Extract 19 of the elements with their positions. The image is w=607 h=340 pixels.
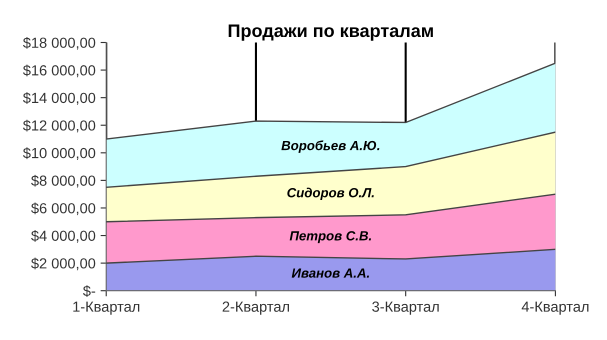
- y-tick-label: $-: [83, 285, 96, 297]
- series-label: Петров С.В.: [290, 231, 372, 244]
- series-label: Иванов А.А.: [292, 268, 370, 278]
- series-label: Сидоров О.Л.: [287, 188, 374, 200]
- y-tick-label: $2 000,00: [31, 258, 96, 270]
- x-tick-label: 1-Квартал: [73, 302, 140, 315]
- y-tick-label: $6 000,00: [31, 202, 96, 216]
- y-tick-label: $10 000,00: [22, 147, 96, 160]
- x-tick-label: 2-Квартал: [222, 302, 289, 315]
- y-tick-label: $18 000,00: [22, 36, 96, 50]
- series-label: Воробьев А.Ю.: [281, 140, 380, 153]
- y-tick-label: $12 000,00: [22, 120, 96, 132]
- chart-title: Продажи по кварталам: [228, 24, 433, 41]
- x-tick-label: 4-Квартал: [522, 302, 588, 315]
- y-tick-label: $14 000,00: [22, 92, 96, 105]
- y-tick-label: $4 000,00: [31, 230, 96, 243]
- y-tick-label: $8 000,00: [31, 174, 96, 188]
- x-tick-label: 3-Квартал: [372, 302, 439, 315]
- y-tick-label: $16 000,00: [22, 64, 96, 78]
